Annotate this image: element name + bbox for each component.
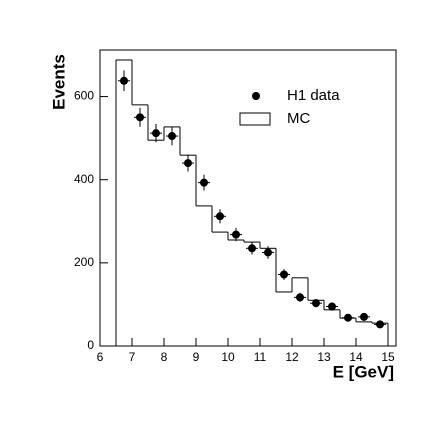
data-point [312,299,320,308]
plot-frame [99,49,397,347]
y-tick-label: 200 [74,255,94,269]
data-point [152,129,160,138]
x-tick-label: 11 [254,350,267,364]
data-point [136,113,144,122]
x-tick-label: 15 [381,350,395,364]
x-tick-label: 12 [285,350,299,364]
data-point [248,244,256,253]
data-point [216,212,224,221]
x-tick-label: 6 [97,350,104,364]
data-point [184,159,192,168]
y-axis-label: Events [49,54,68,110]
x-tick-label: 14 [349,350,363,364]
legend-label: H1 data [287,87,340,104]
data-point [280,270,288,279]
data-point [376,320,384,329]
x-tick-label: 7 [129,350,136,364]
y-tick-label: 400 [74,172,94,186]
data-point [360,312,368,321]
x-tick-label: 8 [161,350,168,364]
legend-label: MC [287,110,310,127]
data-point [296,293,304,302]
legend-marker [252,92,260,100]
legend-marker [239,112,271,126]
x-axis-label: E [GeV] [333,362,394,381]
data-point [120,76,128,85]
data-point [328,302,336,311]
x-tick-label: 10 [221,350,235,364]
data-point [232,230,240,239]
data-point [168,132,176,141]
y-tick-label: 0 [87,338,94,352]
x-tick-label: 13 [317,350,331,364]
y-tick-label: 600 [74,89,94,103]
data-point [200,178,208,187]
data-point [264,248,272,257]
x-tick-label: 9 [193,350,200,364]
